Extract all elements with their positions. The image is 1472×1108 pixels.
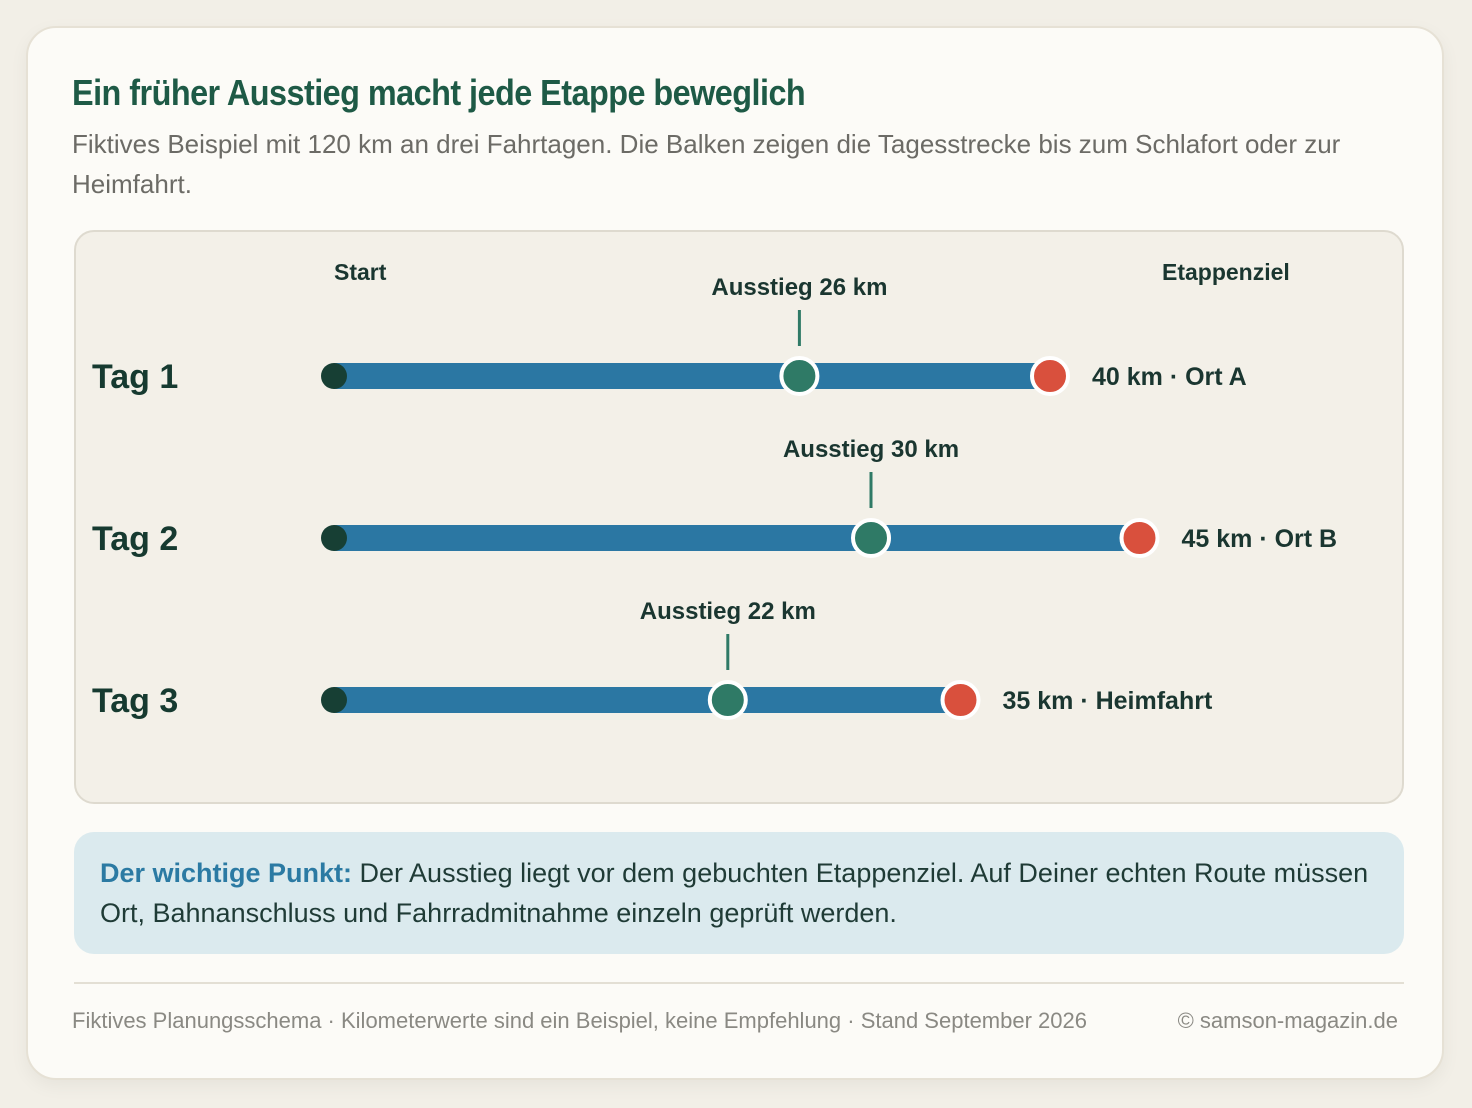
page-subtitle: Fiktives Beispiel mit 120 km an drei Fah… bbox=[72, 129, 1341, 199]
start-dot-3 bbox=[321, 687, 347, 713]
end-label-1: 40 km · Ort A bbox=[1092, 363, 1247, 391]
day-label-1: Tag 1 bbox=[92, 358, 178, 396]
key-point-note: Der wichtige Punkt: Der Ausstieg liegt v… bbox=[74, 832, 1404, 954]
end-label-2: 45 km · Ort B bbox=[1182, 525, 1338, 553]
exit-label-2: Ausstieg 30 km bbox=[783, 436, 959, 463]
route-chart: Start Etappenziel Tag 1 Ausstieg 26 km 40 … bbox=[92, 259, 1338, 720]
infographic-card: Ein früher Ausstieg macht jede Etappe be… bbox=[26, 26, 1444, 1080]
footer-copyright: © samson-magazin.de bbox=[1177, 1008, 1398, 1033]
exit-dot-3 bbox=[707, 680, 748, 720]
end-label-3: 35 km · Heimfahrt bbox=[1003, 687, 1213, 715]
exit-dot-2 bbox=[851, 518, 891, 558]
start-column-label: Start bbox=[334, 259, 387, 285]
end-column-label: Etappenziel bbox=[1162, 259, 1290, 285]
start-dot-1 bbox=[321, 363, 347, 389]
day-label-3: Tag 3 bbox=[92, 682, 178, 720]
note-lead: Der wichtige Punkt: bbox=[100, 858, 353, 888]
footer-source: Fiktives Planungsschema · Kilometerwerte… bbox=[72, 1008, 1087, 1033]
end-dot-2 bbox=[1119, 518, 1160, 558]
end-dot-1 bbox=[1030, 356, 1070, 396]
chart-panel: Start Etappenziel Tag 1 Ausstieg 26 km 40 … bbox=[74, 230, 1404, 804]
page-title: Ein früher Ausstieg macht jede Etappe be… bbox=[72, 72, 806, 113]
exit-dot-1 bbox=[779, 356, 820, 396]
end-dot-3 bbox=[940, 680, 981, 720]
start-dot-2 bbox=[321, 525, 347, 551]
exit-label-1: Ausstieg 26 km bbox=[711, 274, 887, 301]
day-label-2: Tag 2 bbox=[92, 520, 178, 558]
divider bbox=[74, 982, 1404, 984]
exit-label-3: Ausstieg 22 km bbox=[640, 598, 816, 625]
note-text: Der Ausstieg liegt vor dem gebuchten Eta… bbox=[100, 858, 1369, 928]
